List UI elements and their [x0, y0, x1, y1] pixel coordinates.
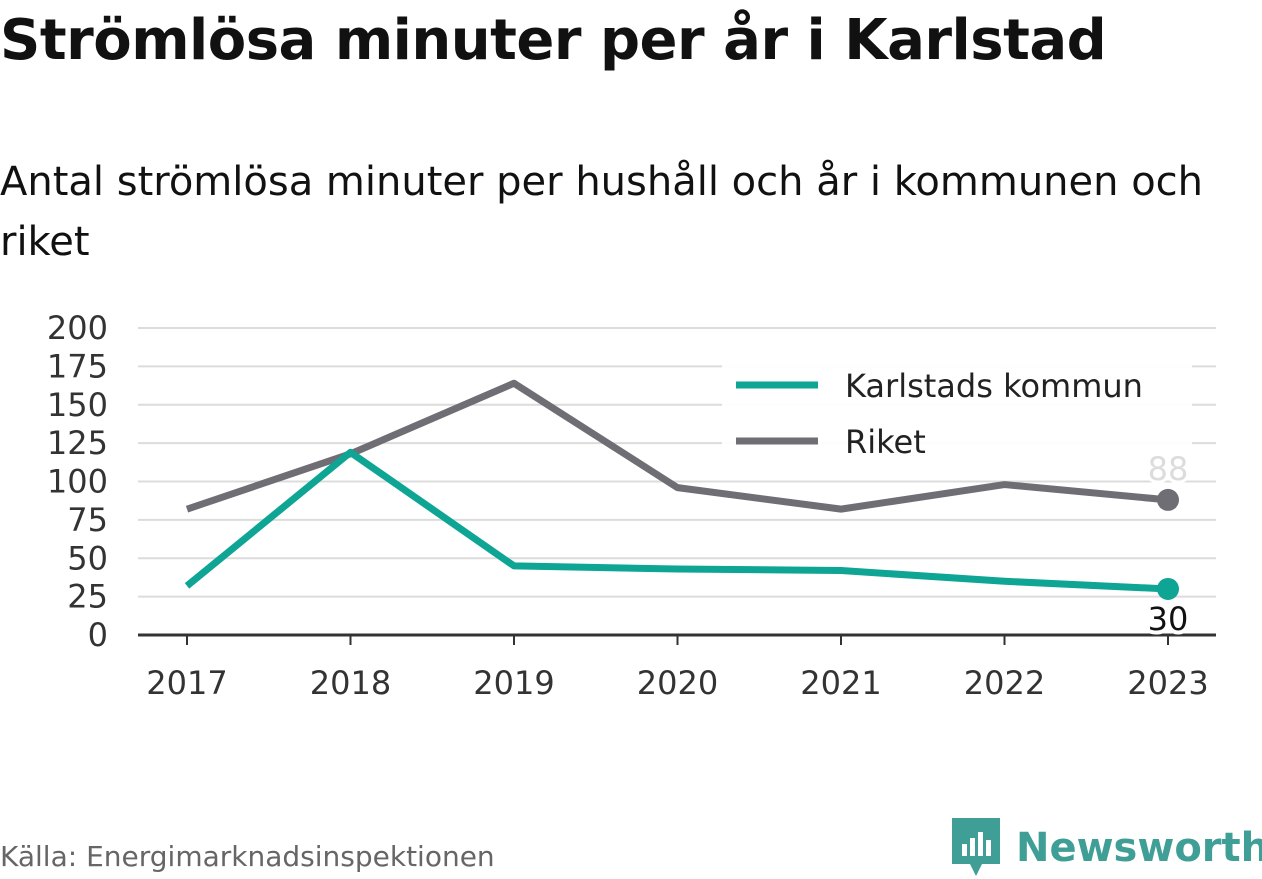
x-tick-label: 2022 [964, 664, 1045, 702]
y-tick-label: 100 [47, 463, 108, 501]
brand: Newsworthy [952, 818, 1262, 878]
y-tick-label: 125 [47, 424, 108, 462]
x-tick-label: 2023 [1127, 664, 1208, 702]
end-labels: 30 88 [1144, 447, 1193, 642]
y-tick-label: 175 [47, 347, 108, 385]
y-tick-label: 200 [47, 309, 108, 347]
legend-label-karlstads-kommun: Karlstads kommun [845, 367, 1143, 405]
y-tick-label: 150 [47, 386, 108, 424]
chart-title: Strömlösa minuter per år i Karlstad [0, 8, 1107, 73]
chart-subtitle: Antal strömlösa minuter per hushåll och … [0, 159, 1204, 265]
newsworthy-logo-icon [952, 818, 1000, 876]
x-tick-label: 2021 [800, 664, 881, 702]
x-tick-label: 2019 [473, 664, 554, 702]
series-lines [184, 379, 1179, 600]
x-tick-label: 2017 [146, 664, 227, 702]
y-tick-label: 0 [88, 616, 108, 654]
y-tick-label: 75 [67, 501, 108, 539]
y-tick-label: 25 [67, 578, 108, 616]
legend-box [722, 362, 1192, 474]
y-tick-label: 50 [67, 539, 108, 577]
end-label-riket: 88 [1148, 450, 1189, 488]
series-line-karlstads-kommun [184, 448, 1169, 593]
x-axis-ticks: 2017 2018 2019 2020 2021 2022 2023 [146, 635, 1209, 702]
end-point-karlstads-kommun [1157, 577, 1179, 600]
brand-name: Newsworthy [1016, 825, 1262, 871]
end-point-riket [1157, 488, 1179, 511]
end-label-karlstads-kommun: 30 [1148, 600, 1189, 638]
x-tick-label: 2018 [310, 664, 391, 702]
legend-label-riket: Riket [845, 423, 926, 461]
x-tick-label: 2020 [637, 664, 718, 702]
source-note: Källa: Energimarknadsinspektionen [0, 840, 495, 873]
legend: Karlstads kommun Riket [722, 362, 1192, 474]
